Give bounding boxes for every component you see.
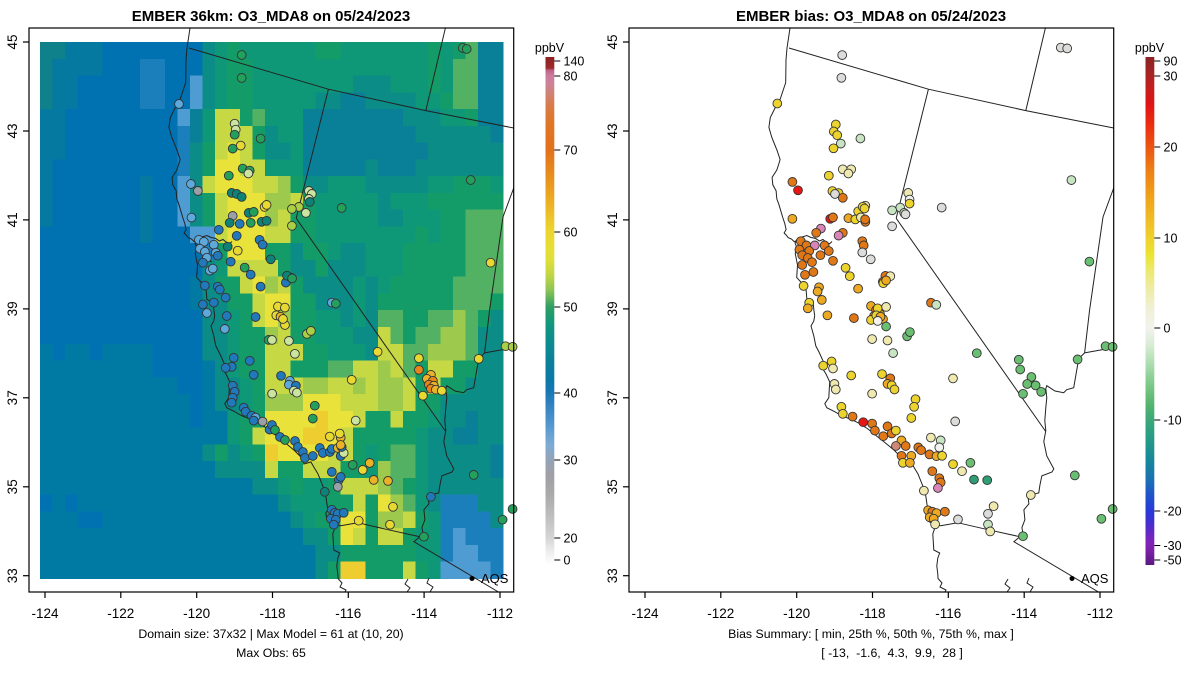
svg-text:-118: -118 bbox=[859, 606, 885, 621]
svg-text:43: 43 bbox=[5, 123, 20, 138]
svg-text:AQS: AQS bbox=[1081, 571, 1109, 586]
svg-text:Max Obs: 65: Max Obs: 65 bbox=[236, 646, 306, 660]
svg-text:-122: -122 bbox=[107, 606, 134, 621]
svg-text:0: 0 bbox=[564, 554, 571, 568]
svg-text:-30: -30 bbox=[1164, 539, 1182, 553]
svg-text:-116: -116 bbox=[935, 606, 961, 621]
svg-text:30: 30 bbox=[1164, 70, 1178, 84]
svg-text:-114: -114 bbox=[1011, 606, 1038, 621]
svg-text:Bias Summary: [ min, 25th %, 5: Bias Summary: [ min, 25th %, 50th %, 75t… bbox=[728, 627, 1014, 641]
svg-text:-10: -10 bbox=[1164, 414, 1182, 428]
svg-text:45: 45 bbox=[5, 34, 20, 49]
svg-text:20: 20 bbox=[564, 532, 578, 546]
svg-text:50: 50 bbox=[564, 301, 578, 315]
svg-text:-50: -50 bbox=[1164, 554, 1182, 568]
svg-text:EMBER bias: O3_MDA8 on 05/24/2: EMBER bias: O3_MDA8 on 05/24/2023 bbox=[736, 8, 1006, 25]
svg-text:AQS: AQS bbox=[481, 571, 509, 586]
svg-text:39: 39 bbox=[5, 301, 20, 316]
svg-text:ppbV: ppbV bbox=[1135, 41, 1165, 55]
svg-text:40: 40 bbox=[564, 387, 578, 401]
svg-text:30: 30 bbox=[564, 454, 578, 468]
svg-text:39: 39 bbox=[605, 301, 620, 316]
svg-text:-114: -114 bbox=[411, 606, 438, 621]
svg-text:-120: -120 bbox=[783, 606, 810, 621]
svg-text:-112: -112 bbox=[1087, 606, 1113, 621]
svg-text:37: 37 bbox=[605, 390, 620, 405]
svg-text:43: 43 bbox=[605, 123, 620, 138]
svg-text:60: 60 bbox=[564, 226, 578, 240]
svg-text:10: 10 bbox=[1164, 232, 1178, 246]
svg-text:35: 35 bbox=[5, 479, 20, 494]
svg-text:-116: -116 bbox=[335, 606, 361, 621]
svg-text:-124: -124 bbox=[631, 606, 659, 621]
svg-text:45: 45 bbox=[605, 34, 620, 49]
svg-text:90: 90 bbox=[1164, 55, 1178, 69]
svg-text:33: 33 bbox=[5, 568, 20, 583]
svg-text:70: 70 bbox=[564, 144, 578, 158]
svg-text:0: 0 bbox=[1164, 322, 1171, 336]
svg-text:-122: -122 bbox=[707, 606, 734, 621]
svg-text:ppbV: ppbV bbox=[535, 41, 565, 55]
svg-text:37: 37 bbox=[5, 390, 20, 405]
svg-text:20: 20 bbox=[1164, 141, 1178, 155]
svg-text:140: 140 bbox=[564, 55, 585, 69]
svg-text:80: 80 bbox=[564, 70, 578, 84]
svg-text:[ -13, -1.6, 4.3, 9.9, 28: [ -13, -1.6, 4.3, 9.9, 28 ] bbox=[821, 646, 963, 660]
svg-text:Domain size: 37x32 | Max Model: Domain size: 37x32 | Max Model = 61 at (… bbox=[138, 627, 403, 641]
svg-text:41: 41 bbox=[605, 212, 620, 227]
svg-text:-120: -120 bbox=[183, 606, 210, 621]
svg-text:-112: -112 bbox=[487, 606, 513, 621]
svg-text:EMBER 36km: O3_MDA8 on 05/24/2: EMBER 36km: O3_MDA8 on 05/24/2023 bbox=[132, 8, 410, 25]
svg-text:41: 41 bbox=[5, 212, 20, 227]
svg-text:-118: -118 bbox=[259, 606, 285, 621]
svg-text:-124: -124 bbox=[31, 606, 59, 621]
svg-text:-20: -20 bbox=[1164, 505, 1182, 519]
svg-text:33: 33 bbox=[605, 568, 620, 583]
svg-text:35: 35 bbox=[605, 479, 620, 494]
